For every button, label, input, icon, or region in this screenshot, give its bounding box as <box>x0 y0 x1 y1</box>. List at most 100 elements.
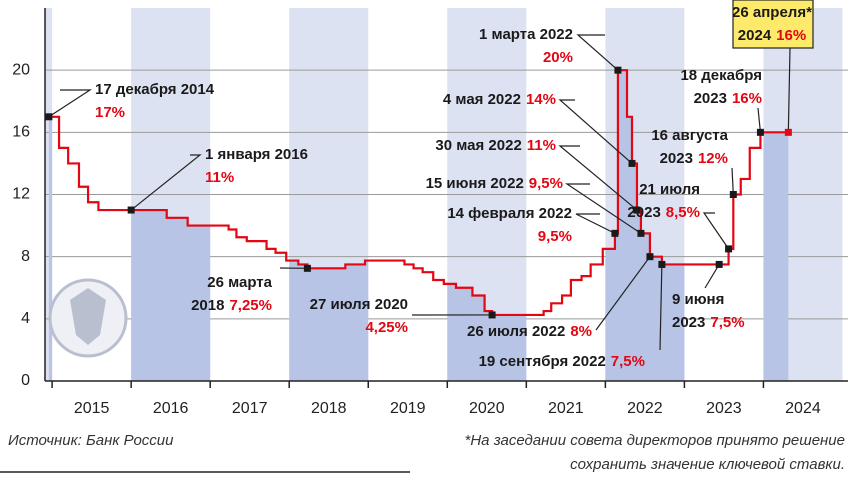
annotation-date: 2023 <box>660 150 693 167</box>
footnote: *На заседании совета директоров принято … <box>465 432 845 449</box>
annotation: 9 июня <box>672 291 724 308</box>
annotation: 26 июля 2022 8% <box>467 323 592 340</box>
annotation-value: 7,5% <box>710 314 744 331</box>
x-tick-label: 2023 <box>706 400 742 417</box>
marker <box>725 245 733 253</box>
leader-line <box>704 264 720 289</box>
y-tick-label: 20 <box>12 61 30 78</box>
annotation: 19 сентября 2022 7,5% <box>479 353 645 370</box>
leader-line <box>575 213 616 234</box>
annotation-value: 20% <box>543 49 573 66</box>
x-tick-label: 2020 <box>469 400 505 417</box>
marker <box>658 260 666 268</box>
marker <box>611 229 619 237</box>
leader-line <box>558 99 633 164</box>
highlight-box <box>732 0 814 49</box>
annotation-date: 16 августа <box>651 127 728 144</box>
marker <box>628 159 636 167</box>
annotation-value: 11% <box>527 137 556 154</box>
leader-line <box>48 89 93 118</box>
annotation: 16 августа <box>651 127 728 144</box>
annotation-date: 9 июня <box>672 291 724 308</box>
x-tick-label: 2021 <box>548 400 584 417</box>
annotation: 1 января 2016 <box>205 146 308 163</box>
marker <box>715 260 723 268</box>
annotation-value: 7,25% <box>229 297 272 314</box>
leader-line <box>787 47 791 133</box>
marker <box>756 128 764 136</box>
annotation-date: 21 июля <box>639 181 700 198</box>
annotation-date: 2023 <box>694 90 727 107</box>
annotation-value: 17% <box>95 104 125 121</box>
marker <box>729 191 737 198</box>
annotation-date: 2024 <box>738 27 772 44</box>
annotation: 4 мая 2022 14% <box>443 91 556 108</box>
annotation: 18 декабря <box>680 67 762 84</box>
marker <box>127 206 135 214</box>
annotation-date: 2023 <box>672 314 705 331</box>
x-tick-label: 2018 <box>311 400 347 417</box>
footnote: сохранить значение ключевой ставки. <box>570 456 845 473</box>
annotation-date: 26 марта <box>207 274 272 291</box>
annotation-value: 9,5% <box>538 228 572 245</box>
annotation-date: 15 июня 2022 <box>426 175 524 192</box>
annotation-date: 27 июля 2020 <box>310 296 408 313</box>
marker <box>637 229 645 237</box>
annotation: 2023 12% <box>660 150 728 167</box>
annotation-date: 26 июля 2022 <box>467 323 565 340</box>
leader-line <box>757 107 762 133</box>
marker <box>488 311 496 319</box>
annotation-date: 30 мая 2022 <box>435 137 521 154</box>
y-tick-label: 12 <box>12 186 30 203</box>
x-tick-label: 2015 <box>74 400 110 417</box>
annotation-value: 9,5% <box>529 175 563 192</box>
marker <box>784 128 792 136</box>
annotation: 2023 8,5% <box>627 204 700 221</box>
annotation-value: 4,25% <box>365 319 408 336</box>
annotation-date: 2023 <box>627 204 660 221</box>
annotation: 15 июня 2022 9,5% <box>426 175 563 192</box>
source: Источник: Банк России <box>8 432 174 449</box>
marker <box>646 253 654 261</box>
annotation-value: 11% <box>205 169 234 186</box>
marker <box>303 264 311 272</box>
x-tick-label: 2024 <box>785 400 821 417</box>
x-tick-label: 2022 <box>627 400 663 417</box>
annotation-value: 7,5% <box>611 353 645 370</box>
annotation-date: 26 апреля* <box>732 4 812 21</box>
annotation: 2023 16% <box>694 90 762 107</box>
leader-line <box>558 145 638 211</box>
annotation-date: 14 февраля 2022 <box>447 205 572 222</box>
leader-line <box>565 183 642 234</box>
annotation-date: 19 сентября 2022 <box>479 353 606 370</box>
leader-line <box>130 154 202 211</box>
x-tick-label: 2017 <box>232 400 268 417</box>
annotation: 14 февраля 2022 <box>447 205 572 222</box>
annotation: 1 марта 2022 <box>479 26 573 43</box>
annotation-value: 16% <box>732 90 762 107</box>
y-tick-label: 0 <box>21 372 30 389</box>
annotation-value: 14% <box>526 91 556 108</box>
annotation-value: 8% <box>570 323 592 340</box>
annotation-date: 1 марта 2022 <box>479 26 573 43</box>
marker <box>614 66 622 74</box>
y-tick-label: 4 <box>21 310 30 327</box>
x-tick-label: 2019 <box>390 400 426 417</box>
annotation: 2024 16% <box>738 27 806 44</box>
annotation-date: 18 декабря <box>680 67 762 84</box>
annotation: 26 марта <box>207 274 272 291</box>
leader-line <box>702 212 730 250</box>
annotation-date: 17 декабря 2014 <box>95 81 215 98</box>
annotation-value: 8,5% <box>666 204 700 221</box>
annotation-date: 4 мая 2022 <box>443 91 521 108</box>
annotation-date: 2018 <box>191 297 224 314</box>
x-tick-label: 2016 <box>153 400 189 417</box>
annotation: 2018 7,25% <box>191 297 272 314</box>
annotation: 17 декабря 2014 <box>95 81 215 98</box>
annotation-value: 12% <box>698 150 728 167</box>
annotation: 26 апреля* <box>732 4 812 21</box>
annotation-value: 16% <box>776 27 806 44</box>
marker <box>45 113 53 121</box>
leader-line <box>595 256 651 331</box>
